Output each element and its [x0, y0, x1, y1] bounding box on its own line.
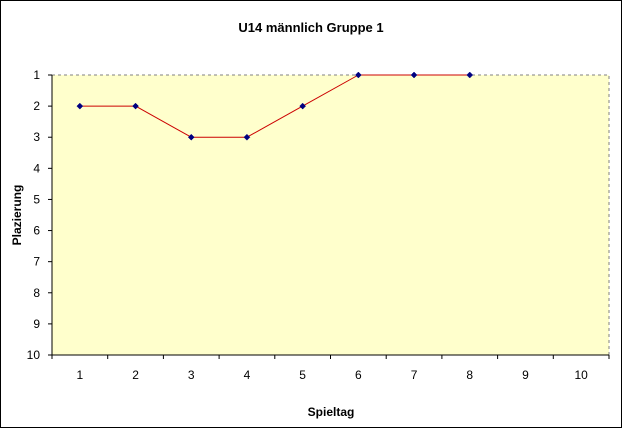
x-tick-label: 1	[77, 368, 84, 382]
data-point-marker	[187, 133, 195, 141]
x-tick-label: 8	[466, 368, 473, 382]
plot-area	[51, 74, 610, 356]
x-tick-label: 2	[132, 368, 139, 382]
y-axis-title: Plazierung	[10, 185, 24, 246]
series-line-segment	[135, 105, 192, 138]
data-point-marker	[243, 133, 251, 141]
y-tick-label: 1	[33, 68, 40, 82]
data-point-marker	[410, 71, 418, 79]
chart-title: U14 männlich Gruppe 1	[238, 20, 383, 35]
data-point-marker	[76, 102, 84, 110]
y-tick-group: 1 2 3 4 5 6 7 8 9 10	[27, 68, 52, 362]
y-tick-label: 7	[33, 255, 40, 269]
y-tick-label: 9	[33, 317, 40, 331]
x-tick-label: 5	[299, 368, 306, 382]
y-tick-label: 3	[33, 130, 40, 144]
series-layer	[76, 71, 474, 141]
x-tick-label: 7	[411, 368, 418, 382]
y-tick-label: 6	[33, 224, 40, 238]
x-tick-label: 3	[188, 368, 195, 382]
y-tick-label: 10	[27, 348, 41, 362]
data-point-marker	[466, 71, 474, 79]
x-tick-label: 10	[574, 368, 588, 382]
x-tick-group: 1 2 3 4 5 6 7 8 9 10	[51, 355, 610, 382]
data-point-marker	[354, 71, 362, 79]
series-line-segment	[246, 105, 303, 138]
data-point-marker	[299, 102, 307, 110]
y-tick-label: 5	[33, 192, 40, 206]
series-line-segment	[302, 74, 359, 107]
y-tick-label: 8	[33, 286, 40, 300]
x-axis-title: Spieltag	[308, 405, 355, 419]
x-tick-label: 9	[522, 368, 529, 382]
y-tick-label: 4	[33, 161, 40, 175]
data-point-marker	[132, 102, 139, 110]
x-tick-label: 4	[244, 368, 251, 382]
x-tick-label: 6	[355, 368, 362, 382]
y-tick-label: 2	[33, 99, 40, 113]
